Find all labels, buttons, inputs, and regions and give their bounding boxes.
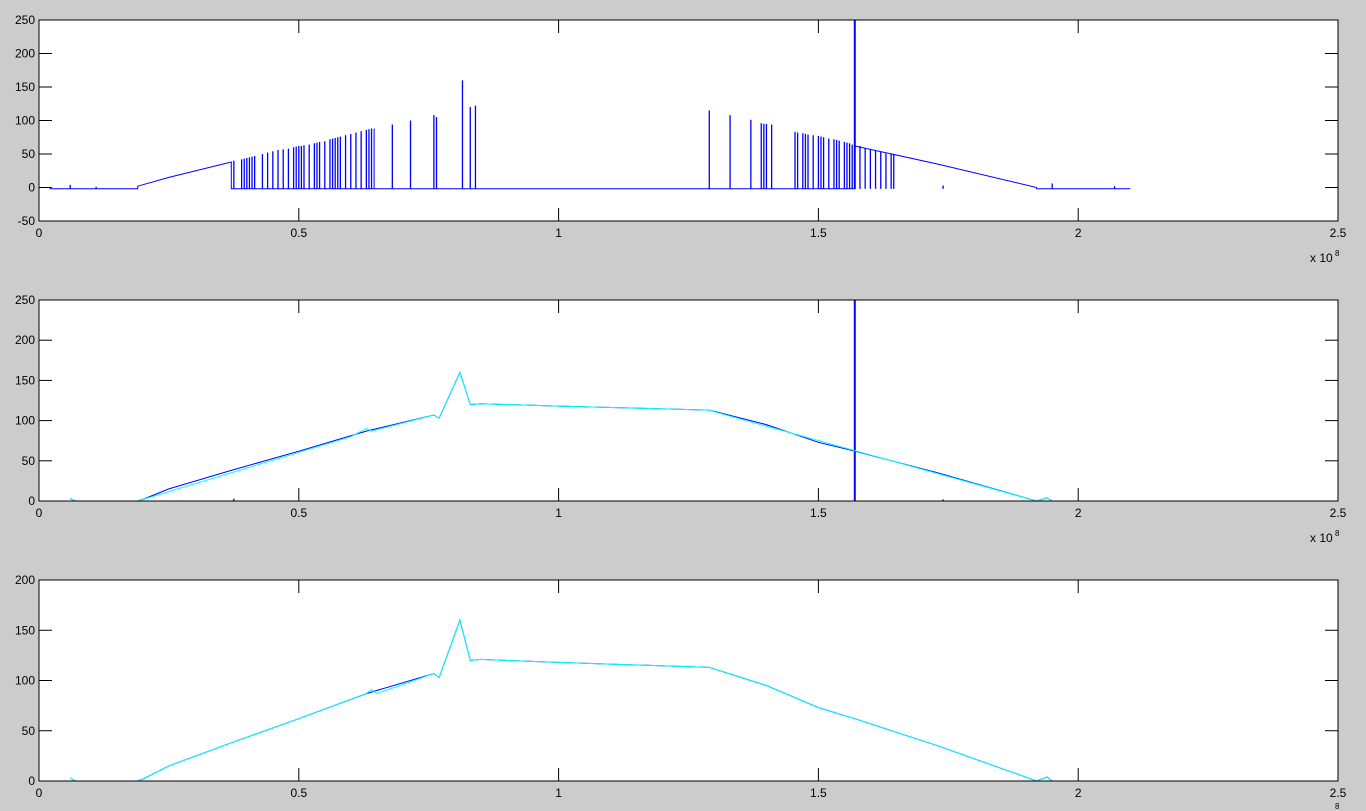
x-tick-label: 1 bbox=[555, 786, 562, 800]
x-tick-label: 2.5 bbox=[1330, 226, 1347, 240]
y-tick-label: 250 bbox=[15, 13, 35, 27]
x-tick-label: 2 bbox=[1075, 226, 1082, 240]
axes-box bbox=[38, 299, 1339, 502]
x-tick-label: 1.5 bbox=[810, 506, 827, 520]
y-tick-label: -50 bbox=[18, 214, 36, 228]
subplot-3: 0 0.5 1 1.5 2 2.5 0 50 100 150 200 8 bbox=[15, 573, 1347, 811]
x-tick-label: 0.5 bbox=[290, 506, 307, 520]
y-tick-label: 150 bbox=[15, 373, 35, 387]
series-line-blue bbox=[49, 128, 1131, 190]
y-tick-label: 0 bbox=[28, 774, 35, 788]
y-tick-label: 150 bbox=[15, 623, 35, 637]
y-tick-label: 0 bbox=[28, 181, 35, 195]
x-tick-label: 0.5 bbox=[290, 786, 307, 800]
y-tick-label: 100 bbox=[15, 414, 35, 428]
axes-background bbox=[39, 580, 1338, 781]
x-exponent-label: x 10 bbox=[1310, 251, 1333, 265]
y-tick-label: 50 bbox=[22, 724, 36, 738]
y-tick-label: 50 bbox=[22, 454, 36, 468]
subplot-2: 0 0.5 1 1.5 2 2.5 0 50 100 150 200 250 x 10 8 bbox=[15, 293, 1347, 545]
x-exponent-label: x 10 bbox=[1310, 531, 1333, 545]
x-tick-label: 2 bbox=[1075, 506, 1082, 520]
y-tick-label: 200 bbox=[15, 573, 35, 587]
x-tick-label: 1 bbox=[555, 506, 562, 520]
x-tick-label: 1.5 bbox=[810, 226, 827, 240]
y-tick-label: 150 bbox=[15, 80, 35, 94]
axes-background bbox=[39, 300, 1338, 501]
x-tick-label: 1.5 bbox=[810, 786, 827, 800]
x-tick-label: 2.5 bbox=[1330, 506, 1347, 520]
x-exponent: 8 bbox=[1335, 529, 1340, 538]
y-tick-label: 200 bbox=[15, 333, 35, 347]
x-tick-label: 2 bbox=[1075, 786, 1082, 800]
y-tick-label: 100 bbox=[15, 674, 35, 688]
x-exponent: 8 bbox=[1335, 802, 1340, 811]
x-tick-label: 0 bbox=[36, 506, 43, 520]
y-tick-label: 100 bbox=[15, 114, 35, 128]
x-exponent: 8 bbox=[1335, 249, 1340, 258]
x-tick-label: 1 bbox=[555, 226, 562, 240]
x-tick-label: 2.5 bbox=[1330, 786, 1347, 800]
y-tick-label: 200 bbox=[15, 47, 35, 61]
series-line-cyan bbox=[69, 618, 1115, 781]
y-tick-label: 250 bbox=[15, 293, 35, 307]
x-tick-label: 0.5 bbox=[290, 226, 307, 240]
x-tick-label: 0 bbox=[36, 226, 43, 240]
y-tick-label: 50 bbox=[22, 147, 36, 161]
axes-background bbox=[39, 20, 1338, 221]
series-line-cyan bbox=[69, 371, 1115, 501]
y-tick-label: 0 bbox=[28, 494, 35, 508]
x-tick-label: 0 bbox=[36, 786, 43, 800]
